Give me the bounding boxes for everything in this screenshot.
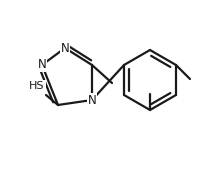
Text: N: N: [88, 94, 96, 107]
Text: N: N: [38, 59, 46, 71]
Text: HS: HS: [29, 81, 45, 91]
Text: N: N: [61, 41, 69, 55]
